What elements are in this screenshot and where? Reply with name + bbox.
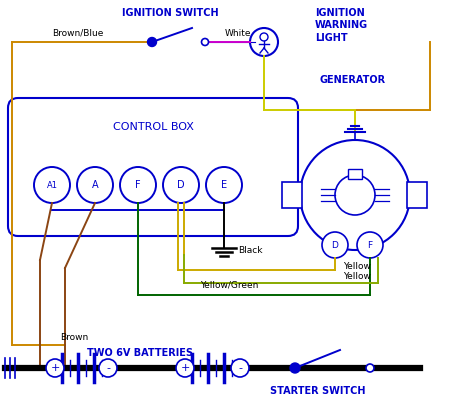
Circle shape [260,33,268,41]
Circle shape [250,28,278,56]
Text: TWO 6V BATTERIES: TWO 6V BATTERIES [87,348,193,358]
Circle shape [335,175,375,215]
Circle shape [77,167,113,203]
Circle shape [357,232,383,258]
Text: +: + [180,363,190,373]
FancyBboxPatch shape [407,182,427,208]
Circle shape [366,364,374,372]
Text: D: D [177,180,185,190]
Text: A: A [92,180,98,190]
Text: CONTROL BOX: CONTROL BOX [112,122,194,132]
Text: Yellow/Green: Yellow/Green [200,281,258,290]
Bar [348,169,362,179]
Circle shape [300,140,410,250]
Text: -: - [106,363,110,373]
Text: F: F [135,180,141,190]
Text: E: E [221,180,227,190]
Text: +: + [50,363,60,373]
Text: Brown/Blue: Brown/Blue [52,29,104,38]
FancyBboxPatch shape [282,182,302,208]
Circle shape [99,359,117,377]
Text: Brown: Brown [60,333,88,342]
Circle shape [46,359,64,377]
Text: STARTER SWITCH: STARTER SWITCH [270,386,366,396]
Circle shape [290,363,300,373]
Text: A1: A1 [46,180,58,190]
Text: IGNITION
WARNING
LIGHT: IGNITION WARNING LIGHT [315,8,368,43]
Text: GENERATOR: GENERATOR [320,75,386,85]
Circle shape [34,167,70,203]
Circle shape [322,232,348,258]
Text: F: F [368,240,373,250]
Circle shape [176,359,194,377]
Circle shape [148,38,157,46]
Text: White: White [225,29,252,38]
Circle shape [231,359,249,377]
Text: -: - [238,363,242,373]
Text: Yellow: Yellow [343,262,371,271]
Text: Yellow: Yellow [343,272,371,281]
Text: D: D [332,240,338,250]
Circle shape [202,38,208,46]
Text: IGNITION SWITCH: IGNITION SWITCH [122,8,218,18]
Text: Black: Black [238,246,262,255]
Circle shape [163,167,199,203]
Circle shape [120,167,156,203]
FancyBboxPatch shape [8,98,298,236]
Circle shape [206,167,242,203]
